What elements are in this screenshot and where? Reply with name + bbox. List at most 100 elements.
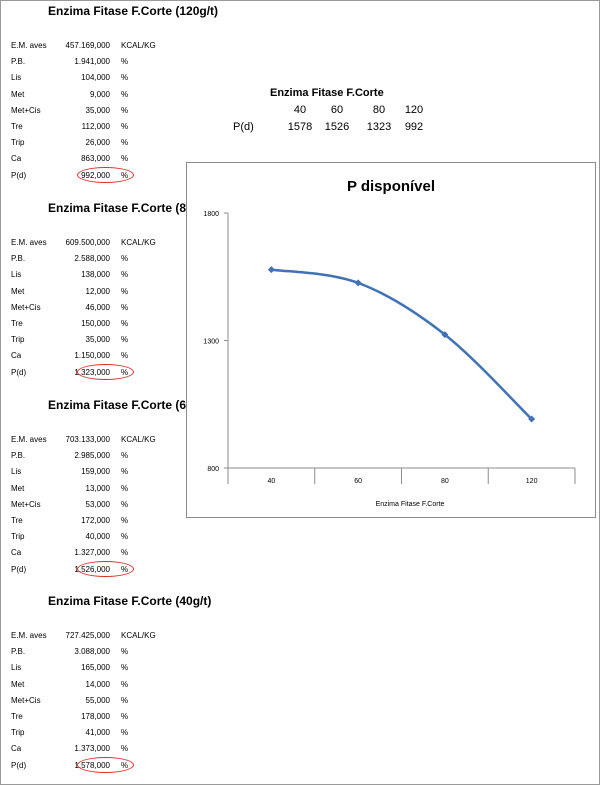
y-tick-label: 1800: [203, 211, 219, 218]
nutrient-unit: %: [121, 57, 129, 67]
chart-title: P disponível: [347, 178, 435, 195]
nutrient-value: 40,000: [85, 532, 110, 542]
nutrient-value: 55,000: [85, 695, 110, 705]
summary-col-40: 40: [293, 104, 307, 116]
data-point-marker: [267, 266, 275, 274]
pd-highlight-ellipse: [77, 363, 134, 380]
nutrient-unit: KCAL/KG: [121, 41, 156, 50]
nutrient-label: P.B.: [11, 647, 26, 657]
nutrient-row: P(d) 992,000%: [0, 166, 190, 184]
nutrient-label: Tre: [11, 516, 23, 525]
nutrient-value: 1.941,000: [74, 57, 110, 67]
x-axis-label: Enzima Fitase F.Corte: [376, 501, 445, 508]
nutrient-unit: %: [121, 712, 129, 721]
nutrient-label: Met+Cis: [11, 105, 41, 115]
x-ticks: 40 60 80 120: [227, 468, 576, 485]
nutrient-unit: %: [121, 302, 129, 312]
nutrient-row: P.B. 2.985,000%: [0, 448, 190, 464]
nutrient-unit: %: [121, 483, 129, 493]
nutrient-unit: %: [121, 319, 129, 328]
nutrient-label: Met: [11, 679, 25, 689]
nutrient-row: Met 14,000%: [0, 677, 190, 693]
formulation-block: Enzima Fitase F.Corte (120g/t) E.M. aves 4…: [0, 4, 218, 189]
nutrient-unit: %: [121, 647, 129, 657]
nutrient-label: Met+Cis: [11, 695, 41, 705]
formulation-block: Enzima Fitase F.Corte (40g/t) E.M. aves 72…: [0, 594, 211, 779]
y-ticks: 800 1300 1800: [203, 211, 228, 473]
nutrient-row: Trip 40,000%: [0, 529, 190, 545]
summary-value-60: 1526: [324, 121, 350, 133]
nutrient-label: Trip: [11, 335, 25, 345]
nutrient-unit: %: [121, 516, 129, 525]
nutrient-row: Ca 1.327,000%: [0, 545, 190, 561]
nutrient-label: E.M. aves: [11, 435, 47, 444]
nutrient-row: Met 9,000%: [0, 87, 190, 103]
nutrient-row: Lis 159,000%: [0, 464, 190, 480]
nutrient-label: Met: [11, 89, 25, 99]
nutrient-row: Lis 165,000%: [0, 660, 190, 676]
nutrient-row: Met+Cis 46,000%: [0, 300, 190, 316]
nutrient-unit: %: [121, 154, 129, 164]
nutrient-row: Tre 112,000%: [0, 119, 190, 135]
nutrient-value: 112,000: [81, 122, 110, 131]
y-tick-label: 800: [207, 466, 219, 473]
nutrient-row: Trip 41,000%: [0, 725, 190, 741]
nutrient-value: 1.373,000: [74, 744, 110, 754]
nutrient-unit: %: [121, 451, 129, 461]
nutrient-row: P.B. 3.088,000%: [0, 644, 190, 660]
nutrient-label: Trip: [11, 532, 25, 542]
summary-title: Enzima Fitase F.Corte: [270, 87, 384, 99]
nutrient-value: 2.588,000: [74, 254, 110, 264]
chart-container: P disponível 800 1300 1800 40 60 80 120 Enzim…: [186, 162, 596, 518]
nutrient-row: P(d) 1.578,000%: [0, 756, 190, 774]
nutrient-row: Lis 104,000%: [0, 70, 190, 86]
nutrient-value: 104,000: [81, 73, 110, 83]
summary-row-label: P(d): [233, 121, 254, 133]
nutrient-unit: KCAL/KG: [121, 238, 156, 247]
nutrient-label: Lis: [11, 663, 22, 673]
nutrient-label: P.B.: [11, 57, 26, 67]
nutrient-value: 1.150,000: [74, 351, 110, 361]
nutrient-unit: %: [121, 532, 129, 542]
nutrient-value: 13,000: [85, 483, 110, 493]
nutrient-row: P(d) 1.526,000%: [0, 560, 190, 578]
nutrient-unit: KCAL/KG: [121, 435, 156, 444]
series-line: [271, 268, 533, 420]
nutrient-row: P.B. 1.941,000%: [0, 54, 190, 70]
data-point-marker: [354, 279, 362, 287]
nutrient-row: Tre 150,000%: [0, 316, 190, 332]
nutrient-value: 1.327,000: [74, 548, 110, 558]
nutrient-label: Ca: [11, 351, 22, 361]
nutrient-unit: KCAL/KG: [121, 631, 156, 640]
nutrient-row: Met+Cis 55,000%: [0, 693, 190, 709]
nutrient-value: 9,000: [89, 89, 110, 99]
x-tick-label: 40: [267, 478, 275, 485]
nutrient-value: 53,000: [85, 499, 110, 509]
nutrient-label: E.M. aves: [11, 41, 47, 50]
nutrient-unit: %: [121, 744, 129, 754]
summary-col-60: 60: [330, 104, 344, 116]
nutrient-value: 609.500,000: [65, 238, 111, 247]
nutrient-unit: %: [121, 122, 129, 131]
nutrient-unit: %: [121, 548, 129, 558]
nutrient-value: 178,000: [81, 712, 110, 721]
nutrient-unit: %: [121, 73, 129, 83]
nutrient-value: 703.133,000: [65, 435, 111, 444]
nutrient-value: 26,000: [85, 138, 110, 148]
nutrient-row: P(d) 1.323,000%: [0, 363, 190, 381]
nutrient-label: Trip: [11, 728, 25, 738]
nutrient-label: E.M. aves: [11, 238, 47, 247]
summary-value-80: 1323: [366, 121, 392, 133]
p-disponivel-chart: P disponível 800 1300 1800 40 60 80 120 Enzim…: [203, 178, 576, 508]
x-tick-label: 120: [526, 478, 538, 485]
nutrient-value: 41,000: [85, 728, 110, 738]
nutrient-row: E.M. aves 727.425,000 KCAL/KG: [0, 628, 190, 644]
summary-value-40: 1578: [287, 121, 313, 133]
nutrient-row: Ca 863,000%: [0, 151, 190, 167]
nutrient-unit: %: [121, 679, 129, 689]
nutrient-label: Ca: [11, 744, 22, 754]
nutrient-value: 46,000: [85, 302, 110, 312]
pd-highlight-ellipse: [77, 560, 134, 577]
nutrient-row: E.M. aves 609.500,000 KCAL/KG: [0, 235, 190, 251]
nutrient-value: 159,000: [81, 467, 110, 477]
